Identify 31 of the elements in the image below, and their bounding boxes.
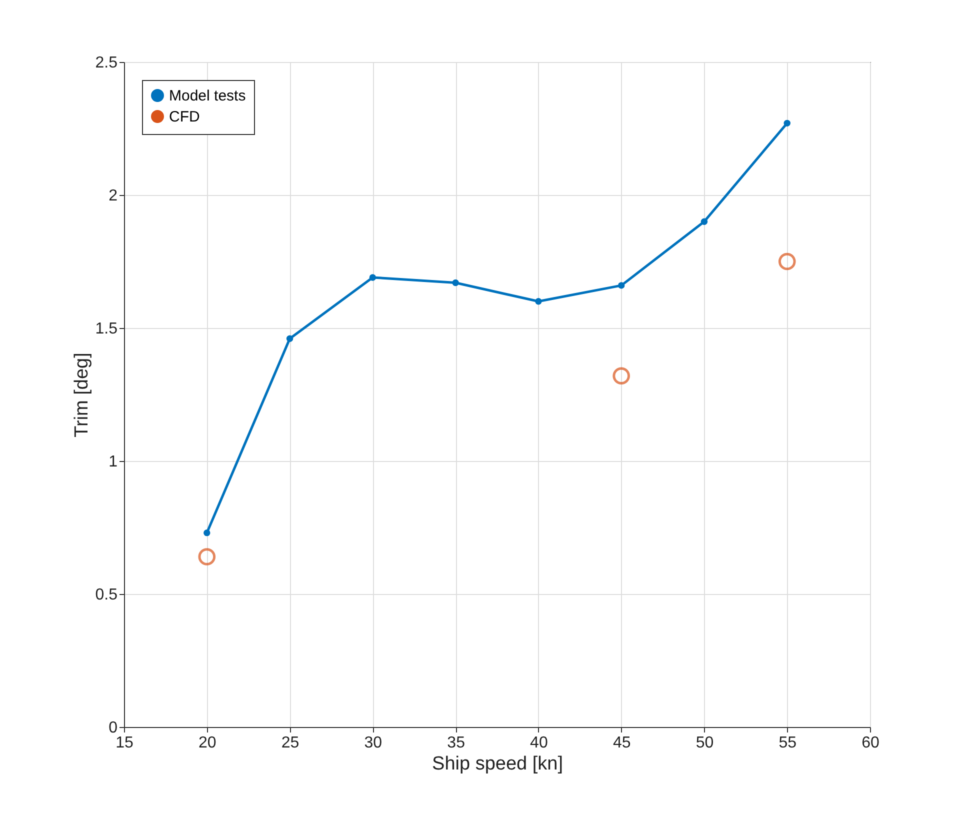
point: [784, 120, 790, 127]
y-tick-label: 1: [108, 454, 118, 470]
x-tick-label: 35: [447, 734, 466, 752]
point: [535, 298, 542, 305]
y-tick-label: 2: [108, 188, 118, 204]
point: [618, 282, 625, 289]
legend-label: CFD: [169, 108, 200, 126]
point: [286, 335, 294, 342]
point: [452, 279, 459, 286]
point: [778, 252, 796, 270]
x-tick-label: 45: [612, 734, 631, 752]
point: [204, 529, 210, 536]
point: [369, 274, 376, 281]
y-tick-label: 1.5: [95, 320, 118, 338]
point: [700, 218, 708, 225]
y-tick-label: 2.5: [95, 54, 118, 72]
x-tick-label: 50: [696, 734, 714, 752]
x-tick-label: 60: [862, 734, 880, 752]
y-axis-title: Trim [deg]: [71, 352, 92, 438]
x-tick-label: 40: [530, 734, 548, 752]
x-tick-label: 15: [116, 734, 134, 752]
x-tick-label: 30: [364, 734, 382, 752]
point: [198, 548, 216, 566]
legend-label: Model tests: [169, 88, 246, 104]
point: [612, 367, 630, 385]
x-tick-label: 25: [281, 734, 300, 752]
y-tick-label: 0.5: [95, 586, 118, 604]
x-tick-label: 55: [778, 734, 797, 752]
y-tick-label: 0: [108, 720, 118, 736]
x-axis-title: Ship speed [kn]: [432, 754, 563, 774]
x-tick-label: 20: [198, 734, 216, 752]
